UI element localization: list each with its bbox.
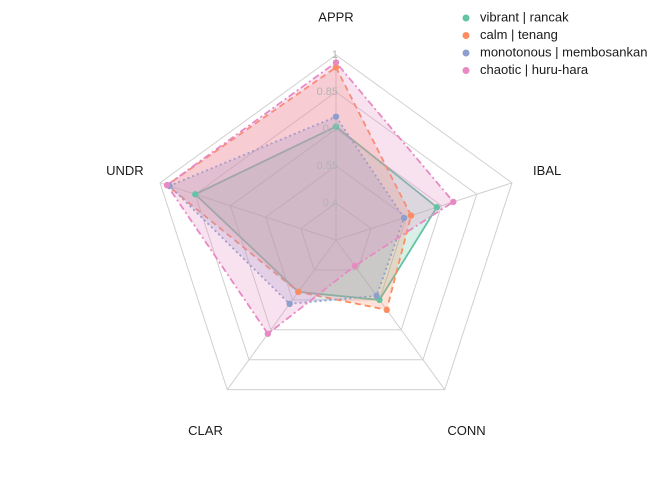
data-point: [433, 204, 441, 211]
legend-marker: [462, 14, 470, 22]
grid-ring: [159, 54, 513, 391]
data-point: [192, 191, 199, 198]
r-tick-label: 0.55: [317, 160, 338, 172]
data-point: [286, 300, 293, 308]
axis-label: UNDR: [106, 163, 144, 178]
axis-label: APPR: [318, 9, 353, 24]
data-point: [373, 292, 380, 300]
r-tick-label: 0.85: [317, 86, 338, 98]
axis-label: IBAL: [533, 163, 561, 178]
data-point: [332, 64, 340, 71]
data-point: [351, 262, 359, 270]
data-point: [407, 212, 415, 219]
series-area: [165, 61, 455, 336]
series-area: [167, 115, 406, 305]
data-point: [332, 59, 340, 66]
grid-ring: [300, 202, 372, 271]
data-point: [383, 306, 390, 314]
series-area: [193, 125, 439, 301]
grid-ring: [229, 128, 443, 331]
legend-marker: [462, 32, 470, 39]
axis-spoke: [335, 182, 513, 241]
series-area: [165, 66, 413, 311]
data-point: [264, 330, 272, 337]
r-tick-label: 0.7: [323, 123, 338, 135]
legend-label: calm | tenang: [480, 27, 558, 42]
r-tick-label: 0.4: [323, 197, 338, 209]
data-point: [450, 198, 457, 206]
grid-ring: [194, 91, 478, 361]
legend-label: chaotic | huru-hara: [480, 62, 589, 77]
axis-spoke: [226, 239, 337, 390]
r-tick-label: 1: [332, 49, 338, 61]
legend-marker: [462, 67, 470, 74]
legend-label: vibrant | rancak: [480, 9, 569, 24]
data-point: [400, 214, 408, 222]
legend-marker: [462, 49, 470, 57]
data-point: [332, 113, 340, 120]
data-point: [295, 288, 302, 296]
data-point: [332, 123, 340, 130]
axis-label: CLAR: [188, 423, 223, 438]
axis-label: CONN: [447, 423, 485, 438]
data-point: [163, 181, 171, 189]
axis-spoke: [159, 182, 337, 241]
legend-label: monotonous | membosankan: [480, 44, 647, 59]
